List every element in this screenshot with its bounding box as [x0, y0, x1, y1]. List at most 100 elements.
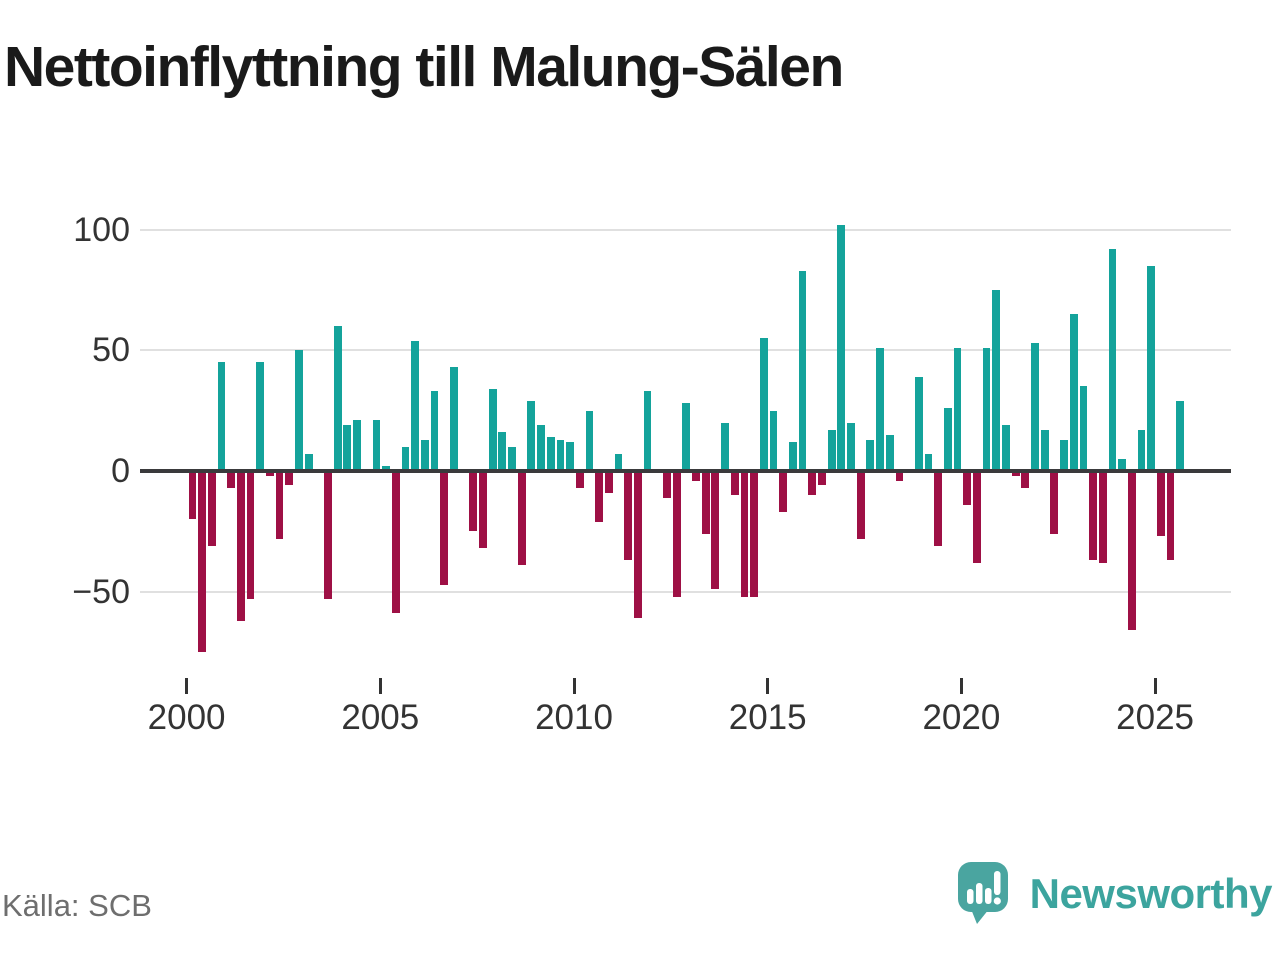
x-axis-label: 2000: [147, 698, 226, 737]
bar-2004-Q4: [372, 420, 381, 471]
bar-2015-Q2: [779, 471, 788, 513]
bar-2008-Q4: [527, 400, 536, 471]
bar-2000-Q4: [217, 362, 226, 471]
bar-2025-Q2: [1166, 471, 1175, 561]
bar-2001-Q3: [246, 471, 255, 599]
bar-2010-Q1: [575, 471, 584, 488]
bar-2010-Q3: [595, 471, 604, 522]
bar-2021-Q1: [1002, 425, 1010, 471]
bar-2022-Q2: [1050, 471, 1059, 534]
bar-2023-Q1: [1079, 386, 1088, 471]
newsworthy-logo-text: Newsworthy: [1029, 870, 1273, 917]
gridline: [140, 349, 1231, 352]
x-axis-tick: [1153, 678, 1157, 694]
bar-2002-Q2: [275, 471, 284, 539]
bar-2012-Q2: [663, 471, 671, 498]
zero-axis-line: [140, 469, 1231, 473]
bar-2023-Q4: [1108, 248, 1117, 471]
x-axis-label: 2015: [728, 698, 807, 737]
newsworthy-logo: Newsworthy: [957, 862, 1273, 926]
x-axis-tick: [185, 678, 189, 694]
bar-2002-Q3: [285, 471, 294, 486]
bar-2019-Q3: [943, 408, 952, 471]
chart-title: Nettoinflyttning till Malung-Sälen: [4, 35, 844, 99]
bar-2004-Q1: [343, 425, 352, 471]
bar-2006-Q2: [430, 391, 439, 471]
bar-2003-Q1: [304, 454, 313, 471]
bar-2014-Q1: [730, 471, 739, 496]
bar-2011-Q4: [643, 391, 652, 471]
bar-2012-Q4: [682, 403, 691, 471]
bar-2017-Q1: [847, 422, 855, 471]
bar-2009-Q4: [566, 442, 574, 471]
bar-2013-Q1: [692, 471, 700, 481]
bar-2018-Q1: [885, 434, 894, 471]
bar-2006-Q4: [449, 367, 458, 471]
bar-2007-Q4: [488, 388, 497, 471]
bar-2022-Q3: [1060, 439, 1068, 471]
bar-2025-Q1: [1157, 471, 1165, 537]
bar-2016-Q3: [827, 429, 836, 471]
bar-2023-Q3: [1098, 471, 1107, 563]
bar-2010-Q4: [604, 471, 613, 493]
bar-2006-Q3: [440, 471, 449, 585]
x-axis-label: 2005: [341, 698, 420, 737]
bar-2011-Q1: [614, 454, 623, 471]
x-axis-label: 2010: [535, 698, 613, 737]
x-axis-label: 2020: [922, 698, 1001, 737]
bar-2016-Q1: [808, 471, 817, 496]
bar-2013-Q3: [711, 471, 720, 590]
x-axis-tick: [572, 678, 576, 694]
bar-2012-Q3: [672, 471, 681, 597]
bar-2001-Q4: [256, 362, 265, 471]
bar-2015-Q4: [798, 270, 807, 471]
bar-2011-Q3: [634, 471, 642, 619]
bar-2005-Q4: [411, 340, 420, 471]
bar-2009-Q2: [546, 437, 555, 471]
bar-2015-Q3: [788, 442, 797, 471]
bar-2010-Q2: [585, 410, 594, 471]
bar-2018-Q2: [895, 471, 904, 481]
x-axis-tick: [766, 678, 770, 694]
bar-2001-Q2: [236, 471, 245, 621]
bar-2021-Q2: [1011, 471, 1020, 476]
bar-2009-Q1: [537, 425, 545, 471]
bar-2017-Q2: [856, 471, 865, 539]
bar-2002-Q1: [265, 471, 274, 476]
y-axis-label: 100: [73, 210, 130, 249]
gridline: [140, 228, 1231, 231]
x-axis-tick: [959, 678, 963, 694]
x-axis-label: 2025: [1116, 698, 1195, 737]
bar-2007-Q3: [479, 471, 487, 549]
bar-2016-Q4: [837, 224, 846, 471]
bar-2011-Q2: [624, 471, 633, 561]
bar-2024-Q2: [1127, 471, 1136, 631]
bar-2008-Q2: [508, 446, 516, 471]
bar-2014-Q3: [750, 471, 759, 597]
bar-2000-Q1: [188, 471, 197, 520]
bar-2013-Q2: [701, 471, 710, 534]
bar-2009-Q3: [556, 439, 565, 471]
bar-2007-Q2: [469, 471, 478, 532]
bar-2002-Q4: [295, 350, 303, 471]
bar-2021-Q4: [1031, 343, 1039, 471]
bar-2006-Q1: [420, 439, 429, 471]
bar-2015-Q1: [769, 410, 778, 471]
bar-2003-Q3: [324, 471, 332, 599]
y-axis-label: 0: [111, 452, 130, 490]
bar-2022-Q1: [1040, 429, 1049, 471]
bar-2005-Q2: [391, 471, 400, 614]
bar-2022-Q4: [1069, 314, 1078, 471]
bar-2020-Q1: [963, 471, 972, 505]
bar-2005-Q3: [401, 446, 410, 471]
bar-2014-Q2: [740, 471, 749, 597]
bar-2016-Q2: [818, 471, 826, 486]
bar-2019-Q4: [953, 347, 962, 471]
bar-chart: 100 50 0 −50 2000 2005 2010 2015 2020 2025: [72, 210, 1231, 737]
bar-2019-Q1: [924, 454, 933, 471]
bar-2020-Q4: [992, 289, 1001, 471]
bar-2004-Q2: [353, 420, 361, 471]
bar-2000-Q3: [207, 471, 216, 546]
bar-2025-Q3: [1176, 400, 1185, 471]
bar-2013-Q4: [721, 422, 729, 471]
